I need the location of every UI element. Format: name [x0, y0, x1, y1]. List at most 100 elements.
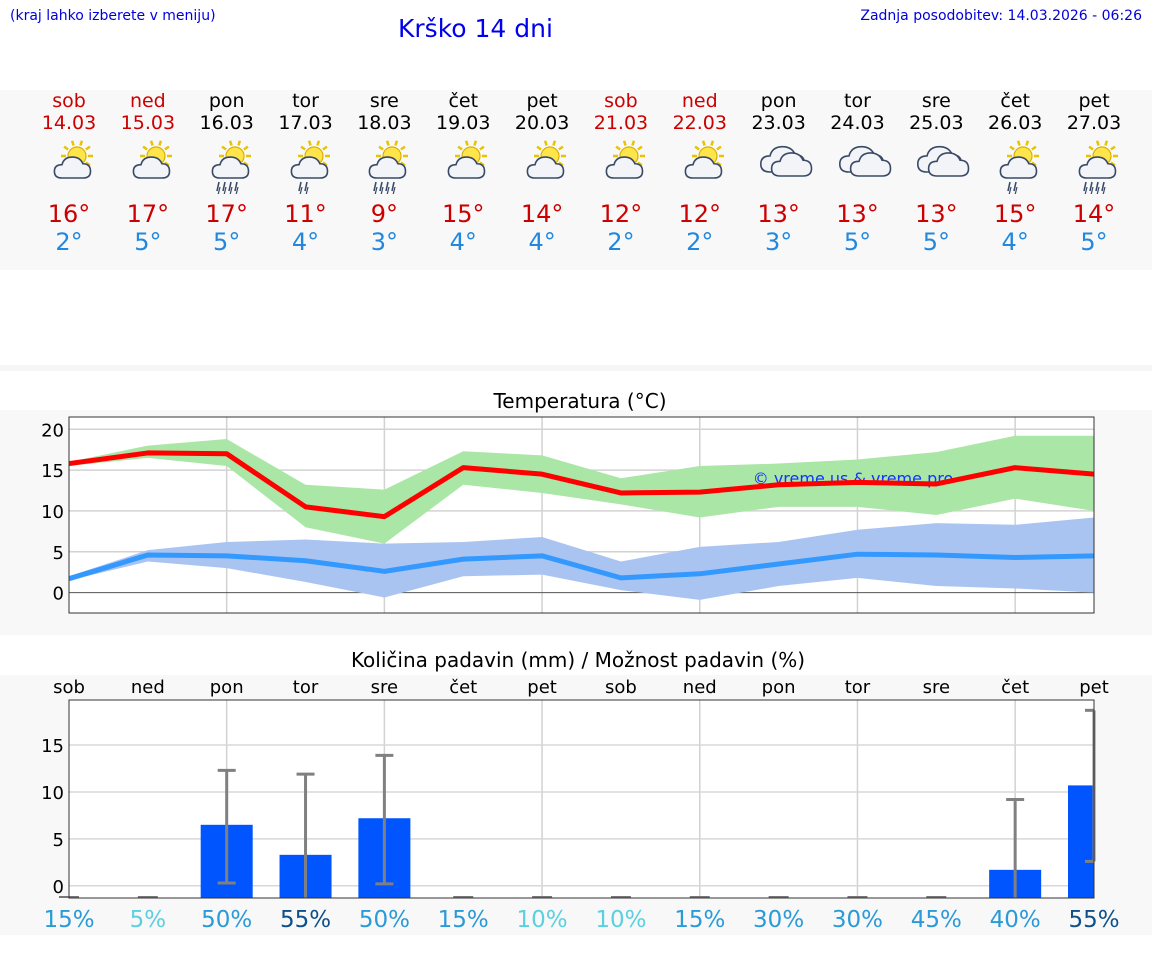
category-label: tor — [293, 677, 319, 698]
y-tick-label: 5 — [53, 830, 64, 851]
max-temperature: 16° — [47, 200, 91, 228]
sun-ray — [70, 140, 75, 146]
max-temperature: 15° — [441, 200, 485, 228]
rain-drop — [221, 181, 226, 192]
sun-ray — [394, 140, 399, 146]
sun-ray — [321, 161, 328, 167]
rain-drop — [297, 181, 302, 192]
sun-ray — [79, 140, 84, 146]
probability-label: 55% — [280, 907, 331, 933]
sun-ray — [378, 145, 385, 151]
sun-ray — [1110, 145, 1116, 151]
sun-ray — [307, 140, 312, 146]
day-name: čet — [1000, 90, 1030, 112]
cloud-shape — [290, 156, 328, 179]
day-date: 23.03 — [751, 112, 806, 134]
day-name: sob — [604, 90, 638, 112]
cloud-shape — [770, 152, 812, 177]
plot-border — [68, 699, 1095, 899]
day-date: 27.03 — [1066, 112, 1122, 134]
sun-cloud-rain-icon — [339, 138, 429, 196]
probability-label: 5% — [130, 907, 167, 933]
sun-ray — [400, 161, 407, 167]
rain-drop — [1096, 186, 1100, 196]
sun-ray — [149, 140, 154, 146]
forecast-strip: sob 14.03 16° 2° ned 15.03 17° 5° pon 16.03 17° 5° t… — [0, 90, 1152, 270]
sun-ray — [479, 145, 485, 151]
sun-ray — [552, 140, 557, 146]
min-temperature: 4° — [528, 228, 556, 256]
min-temp-band — [69, 517, 1094, 600]
day-name: tor — [292, 90, 319, 112]
sun-ray — [1104, 140, 1109, 146]
rain-drop — [1007, 181, 1011, 192]
y-tick-label: 0 — [53, 584, 64, 605]
probability-label: 15% — [43, 907, 94, 933]
sun-ray — [386, 140, 391, 146]
max-temp-line — [68, 450, 1095, 520]
max-temperature: 14° — [520, 200, 564, 228]
sun-cloud-icon — [655, 138, 745, 194]
day-date: 21.03 — [593, 112, 649, 134]
sun-ray — [164, 145, 170, 151]
sun-ray — [158, 140, 162, 146]
day-name: pon — [208, 90, 245, 112]
rain-drop — [1089, 181, 1093, 192]
weather-icon-graphic — [290, 140, 330, 196]
weather-icon-graphic — [759, 145, 812, 177]
min-temperature: 5° — [843, 228, 872, 256]
day-date: 20.03 — [514, 112, 570, 134]
max-temperature: 17° — [205, 200, 248, 228]
day-date: 22.03 — [672, 112, 727, 134]
rain-drop — [233, 181, 238, 192]
probability-label: 50% — [201, 907, 252, 933]
sun-ray — [558, 161, 564, 167]
cloud-shape — [132, 156, 171, 179]
sun-ray — [242, 145, 249, 151]
last-updated: Zadnja posodobitev: 14.03.2026 - 06:26 — [860, 8, 1142, 24]
rain-drop — [229, 186, 233, 196]
cloud-shape — [849, 152, 891, 177]
category-label: ned — [131, 677, 165, 698]
weather-icon-graphic — [684, 140, 724, 179]
sun-ray — [400, 145, 407, 151]
sun-cloud-icon — [497, 138, 587, 194]
min-temperature: 2° — [55, 228, 83, 256]
rain-drop — [374, 186, 378, 196]
cloud-shape — [53, 156, 92, 179]
rain-drop — [373, 181, 378, 192]
rain-drop — [215, 181, 220, 192]
divider — [0, 365, 1152, 371]
weather-icon-graphic — [999, 140, 1040, 196]
rain-drop — [1084, 186, 1088, 196]
max-temperature: 17° — [126, 200, 170, 228]
rain-drop — [1102, 186, 1106, 196]
cloud-shape — [684, 156, 723, 179]
sun-ray — [315, 140, 320, 146]
chart-title: Količina padavin (mm) / Možnost padavin … — [351, 648, 805, 672]
category-label: sre — [923, 677, 950, 698]
sun-ray — [1031, 161, 1037, 167]
rain-drop — [380, 186, 384, 196]
weather-icon-graphic — [1078, 140, 1119, 196]
category-label: sob — [53, 677, 85, 698]
sun-ray — [236, 140, 241, 146]
cloud-shape — [1078, 156, 1117, 179]
max-temperature: 15° — [993, 200, 1037, 228]
rain-drop — [1095, 181, 1099, 192]
sun-ray — [142, 145, 148, 151]
cloud-shape — [999, 156, 1038, 179]
sun-ray — [637, 145, 643, 151]
day-date: 25.03 — [909, 112, 964, 134]
sun-cloud-drizzle-icon — [261, 138, 351, 196]
cloud-icon — [734, 138, 824, 194]
day-date: 26.03 — [987, 112, 1043, 134]
probability-label: 30% — [832, 907, 883, 933]
weather-icon-graphic — [447, 140, 488, 179]
sun-ray — [631, 140, 636, 146]
cloud-shape — [605, 156, 644, 179]
day-name: ned — [129, 90, 166, 112]
sun-ray — [1025, 140, 1030, 146]
min-temperature: 4° — [1001, 228, 1029, 256]
